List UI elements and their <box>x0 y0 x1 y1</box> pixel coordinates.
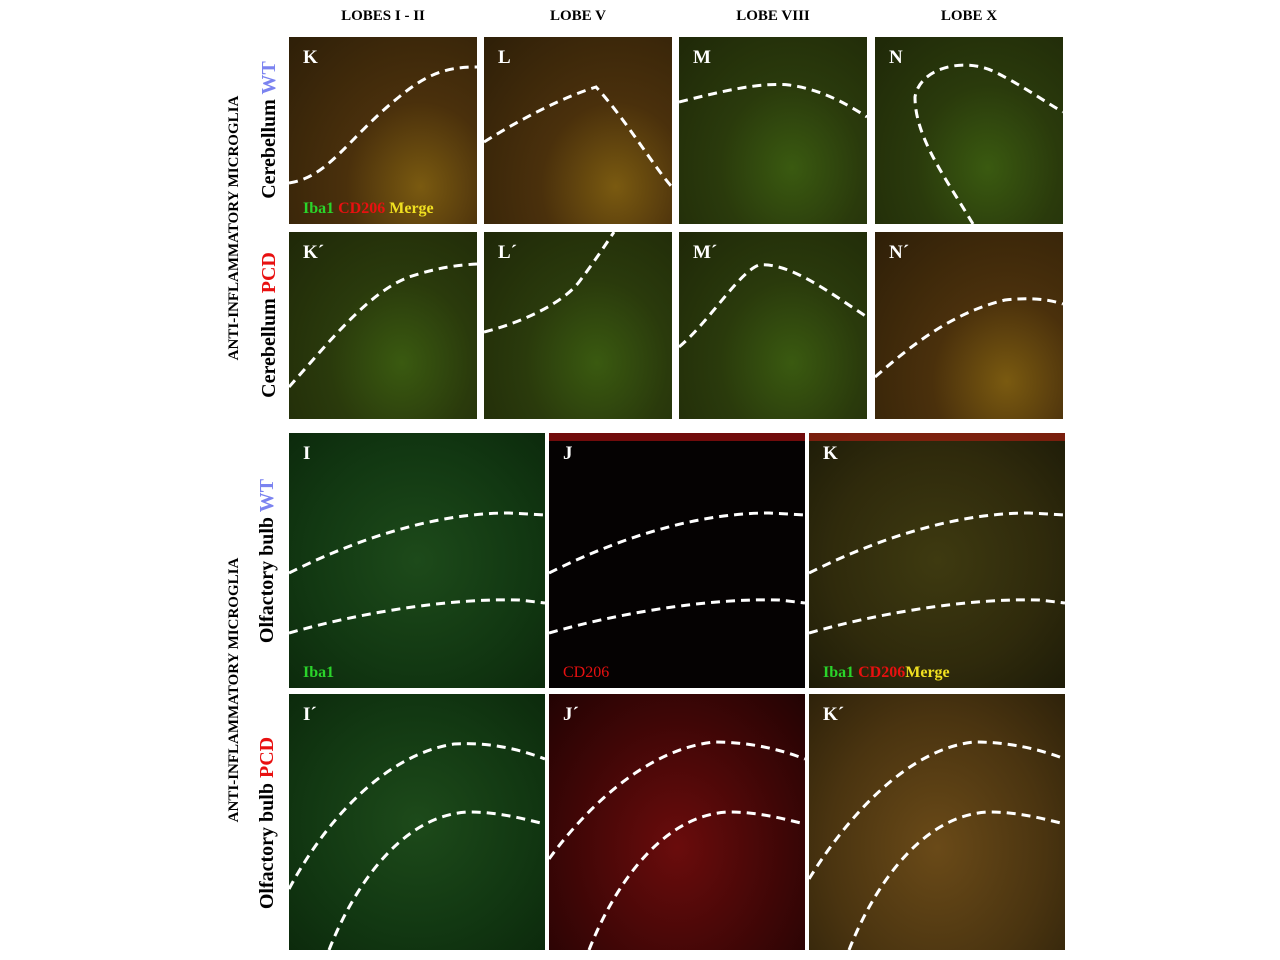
stain-iba1: Iba1 <box>823 664 855 681</box>
panel-letter: L <box>498 47 511 68</box>
panel-cerebellum-wt-lobe-viii: M <box>679 37 867 224</box>
panel-letter: M´ <box>693 242 718 263</box>
boundary-lines <box>809 740 1065 950</box>
boundary-lines <box>289 262 477 388</box>
panel-ob-wt-iba1: I Iba1 <box>289 433 545 688</box>
stain-legend: Iba1 CD206 Merge <box>303 200 434 218</box>
boundary-lines <box>549 433 805 635</box>
column-header-lobe-v: LOBE V <box>550 8 606 24</box>
boundary-lines <box>289 65 477 185</box>
panel-letter: I´ <box>303 704 317 725</box>
panel-cerebellum-wt-lobe-x: N <box>875 37 1063 224</box>
stain-iba1: Iba1 <box>303 200 335 217</box>
panel-cerebellum-pcd-lobe-x: N´ <box>875 232 1063 419</box>
boundary-lines <box>484 85 672 189</box>
panel-cerebellum-pcd-lobe-v: L´ <box>484 232 672 419</box>
panel-letter: K <box>303 47 318 68</box>
panel-letter: N´ <box>889 242 910 263</box>
boundary-lines <box>289 511 545 635</box>
panel-letter: M <box>693 47 711 68</box>
stain-merge: Merge <box>905 664 950 681</box>
panel-letter: N <box>889 47 903 68</box>
panel-cerebellum-wt-lobes-i-ii: K Iba1 CD206 Merge <box>289 37 477 224</box>
section-label-top: ANTI-INFLAMMATORY MICROGLIA <box>226 95 242 361</box>
panel-cerebellum-pcd-lobes-i-ii: K´ <box>289 232 477 419</box>
row-label-ob-pcd: Olfactory bulb PCD <box>256 693 282 953</box>
row-genotype: WT <box>258 61 280 95</box>
boundary-lines <box>549 740 805 950</box>
row-region: Cerebellum <box>258 298 280 398</box>
boundary-lines <box>809 433 1065 635</box>
panel-ob-wt-cd206: J CD206 <box>549 433 805 688</box>
boundary-lines <box>484 232 616 334</box>
row-genotype: PCD <box>256 736 278 778</box>
section-label-bottom: ANTI-INFLAMMATORY MICROGLIA <box>226 557 242 823</box>
row-region: Olfactory bulb <box>256 783 278 910</box>
row-genotype: WT <box>256 478 278 513</box>
stain-merge: Merge <box>389 200 434 217</box>
boundary-lines <box>913 63 1063 224</box>
row-label-ob-wt: Olfactory bulb WT <box>256 431 282 691</box>
column-header-lobe-x: LOBE X <box>940 8 998 24</box>
panel-letter: K´ <box>823 704 845 725</box>
stain-legend: Iba1 CD206Merge <box>823 664 950 682</box>
boundary-lines <box>875 297 1063 379</box>
row-genotype: PCD <box>258 252 280 294</box>
row-label-cerebellum-pcd: Cerebellum PCD <box>258 195 284 455</box>
boundary-lines <box>289 742 545 950</box>
panel-letter: K´ <box>303 242 325 263</box>
panel-ob-wt-merge: K Iba1 CD206Merge <box>809 433 1065 688</box>
panel-cerebellum-pcd-lobe-viii: M´ <box>679 232 867 419</box>
panel-letter: I <box>303 443 311 464</box>
stain-legend: CD206 <box>563 664 610 681</box>
panel-cerebellum-wt-lobe-v: L <box>484 37 672 224</box>
row-region: Cerebellum <box>258 99 280 199</box>
column-header-lobe-viii: LOBE VIII <box>736 8 810 24</box>
boundary-lines <box>679 263 867 349</box>
row-region: Olfactory bulb <box>256 516 278 644</box>
panel-ob-pcd-merge: K´ <box>809 694 1065 950</box>
stain-cd206: CD206 <box>858 664 906 681</box>
panel-ob-pcd-cd206: J´ <box>549 694 805 950</box>
column-header-lobes-i-ii: LOBES I - II <box>341 8 425 24</box>
panel-ob-pcd-iba1: I´ <box>289 694 545 950</box>
stain-legend: Iba1 <box>303 664 335 681</box>
boundary-lines <box>679 82 867 119</box>
panel-letter: K <box>823 443 838 464</box>
stain-cd206: CD206 <box>338 200 386 217</box>
panel-letter: L´ <box>498 242 517 263</box>
panel-letter: J <box>563 443 573 464</box>
panel-letter: J´ <box>563 704 579 725</box>
